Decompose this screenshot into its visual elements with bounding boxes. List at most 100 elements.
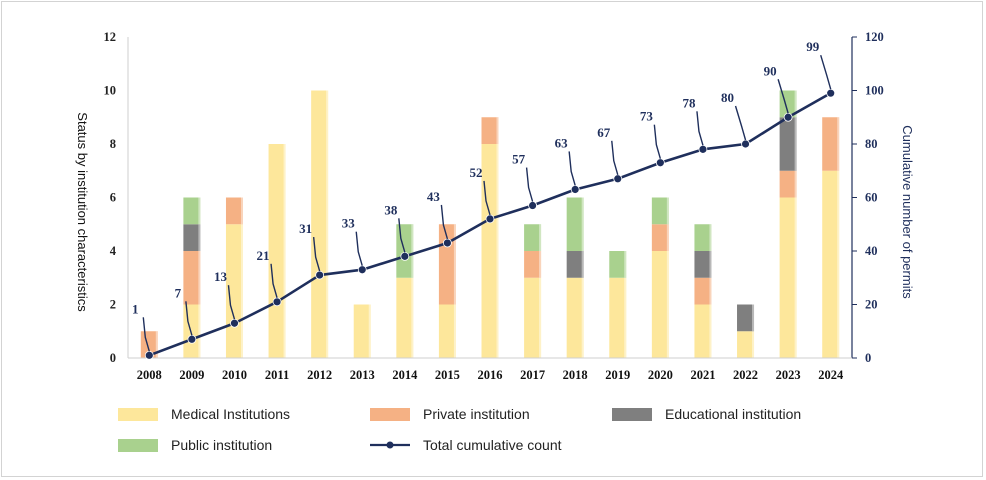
- line-point-2017: [528, 201, 537, 210]
- y2-tick-label: 100: [865, 84, 884, 98]
- y2-tick-label: 120: [865, 30, 884, 44]
- bar-shade-2018-2: [581, 251, 584, 278]
- bar-shade-2012-0: [326, 90, 329, 358]
- leader-line: [611, 140, 619, 175]
- bar-shade-2014-3: [411, 224, 414, 278]
- data-label-2012: 31: [299, 221, 312, 236]
- y-tick-label: 4: [110, 244, 117, 258]
- line-point-2008: [144, 350, 154, 360]
- bar-2023-medical-institutions: [779, 197, 797, 358]
- data-label-2021: 78: [682, 95, 696, 110]
- x-tick-label: 2015: [435, 368, 460, 382]
- bar-shade-2011-0: [283, 144, 286, 358]
- bar-2017-medical-institutions: [524, 277, 542, 358]
- data-labels-layer: 1 7 13 21 31 33 38 43 52 57 63 67 73 78 80 90 99: [132, 39, 832, 352]
- leader-line: [734, 105, 747, 141]
- bar-2020-private-institution: [651, 224, 669, 251]
- legend-swatch-3: [118, 439, 158, 452]
- leader-line: [185, 301, 193, 336]
- bar-2015-medical-institutions: [438, 304, 456, 358]
- y-tick-label: 2: [110, 298, 116, 312]
- data-label-2024: 99: [806, 39, 820, 54]
- bar-2021-educational-institution: [694, 251, 712, 278]
- x-tick-label: 2020: [648, 368, 673, 382]
- leader-line: [398, 218, 406, 253]
- bar-2022-medical-institutions: [737, 331, 755, 358]
- y-tick-label: 10: [104, 84, 117, 98]
- data-label-2013: 33: [342, 216, 356, 231]
- bar-shade-2021-2: [709, 251, 712, 278]
- bar-2014-medical-institutions: [396, 277, 414, 358]
- leader-line: [653, 124, 662, 159]
- y2-tick-label: 20: [865, 298, 878, 312]
- x-tick-label: 2011: [265, 368, 289, 382]
- y2-axis-title: Cumulative number of permits: [900, 125, 915, 299]
- line-point-2013: [357, 265, 367, 275]
- data-label-2023: 90: [764, 63, 777, 78]
- line-point-2023: [783, 112, 793, 122]
- line-point-2018: [570, 185, 580, 194]
- y2-tick-label: 80: [865, 137, 878, 151]
- bar-shade-2022-0: [752, 331, 755, 358]
- data-label-2018: 63: [555, 135, 569, 150]
- x-tick-label: 2008: [137, 368, 162, 382]
- bar-shade-2023-1: [794, 170, 797, 198]
- legend: Medical Institutions Private institution E…: [118, 406, 801, 453]
- bar-2024-private-institution: [822, 117, 840, 171]
- bar-2020-medical-institutions: [651, 251, 669, 358]
- line-point-2014: [400, 251, 410, 261]
- bar-shade-2018-0: [581, 277, 584, 358]
- bar-2018-medical-institutions: [566, 277, 584, 358]
- leader-line: [270, 263, 278, 299]
- x-tick-label: 2013: [350, 368, 375, 382]
- legend-line-marker: [386, 441, 394, 449]
- leader-line: [440, 204, 449, 240]
- bar-2016-private-institution: [481, 117, 499, 144]
- line-point-2022: [741, 139, 750, 149]
- data-label-2015: 43: [427, 189, 441, 204]
- bar-shade-2023-3: [794, 90, 797, 118]
- legend-label-3: Public institution: [171, 437, 272, 453]
- bar-2011-medical-institutions: [268, 144, 286, 358]
- bar-shade-2021-3: [709, 224, 712, 251]
- bar-2018-educational-institution: [566, 251, 584, 278]
- bar-2009-private-institution: [183, 251, 201, 305]
- data-label-2014: 38: [384, 202, 398, 217]
- leader-line: [227, 285, 236, 320]
- bar-2022-educational-institution: [737, 304, 755, 332]
- bar-shade-2019-3: [624, 251, 627, 278]
- bar-shade-2021-0: [709, 304, 712, 358]
- bar-shade-2009-1: [198, 251, 201, 305]
- bar-shade-2020-3: [666, 197, 669, 225]
- legend-swatch-2: [612, 408, 652, 421]
- bar-2018-public-institution: [566, 197, 584, 251]
- x-tick-label: 2018: [563, 368, 588, 382]
- line-point-2011: [272, 297, 282, 307]
- line-point-2010: [230, 318, 239, 328]
- data-label-2011: 21: [257, 248, 270, 263]
- bar-2021-medical-institutions: [694, 304, 712, 358]
- bar-shade-2019-0: [624, 277, 627, 358]
- bar-2024-medical-institutions: [822, 170, 840, 358]
- bar-2019-medical-institutions: [609, 277, 627, 358]
- bar-shade-2022-2: [752, 304, 755, 332]
- bar-shade-2024-0: [837, 170, 840, 358]
- leader-line: [525, 167, 534, 202]
- legend-swatch-0: [118, 408, 158, 421]
- legend-label-0: Medical Institutions: [171, 406, 290, 422]
- bar-shade-2016-0: [496, 144, 499, 358]
- y2-tick-label: 0: [865, 351, 871, 365]
- bar-2019-public-institution: [609, 251, 627, 278]
- data-label-2022: 80: [721, 90, 734, 105]
- bar-shade-2013-0: [368, 304, 371, 358]
- leader-line: [696, 111, 704, 146]
- x-tick-label: 2009: [179, 368, 204, 382]
- x-tick-label: 2012: [307, 368, 332, 382]
- x-tick-label: 2021: [690, 368, 715, 382]
- data-label-2010: 13: [214, 269, 228, 284]
- bar-shade-2014-0: [411, 277, 414, 358]
- y2-tick-label: 60: [865, 191, 878, 205]
- y2-tick-label: 40: [865, 244, 878, 258]
- legend-label-4: Total cumulative count: [423, 437, 562, 453]
